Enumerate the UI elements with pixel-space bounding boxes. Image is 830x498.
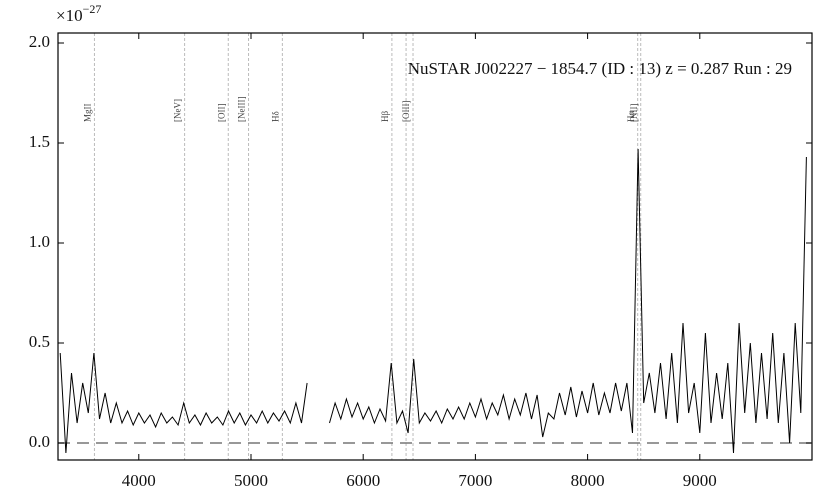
x-tick-label: 9000: [683, 471, 717, 490]
y-tick-label: 0.5: [29, 332, 50, 351]
emission-label: [NII]: [629, 104, 639, 123]
y-tick-label: 1.0: [29, 232, 50, 251]
emission-label: Hα: [626, 111, 636, 122]
emission-label: Hβ: [380, 111, 390, 122]
emission-label: [NeV]: [173, 99, 183, 122]
emission-label: MgII: [82, 104, 92, 123]
x-tick-label: 6000: [346, 471, 380, 490]
y-tick-label: 0.0: [29, 432, 50, 451]
y-tick-label: 1.5: [29, 132, 50, 151]
plot-frame: [57, 32, 813, 461]
emission-label: Hδ: [270, 111, 280, 122]
x-tick-label: 7000: [458, 471, 492, 490]
x-tick-label: 5000: [234, 471, 268, 490]
spectrum-line: [59, 148, 807, 454]
offset-base: ×10: [56, 6, 83, 25]
x-tick-label: 4000: [122, 471, 156, 490]
plot-area: [59, 148, 807, 454]
emission-label: [NeIII]: [237, 97, 247, 122]
offset-exponent: −27: [83, 2, 102, 16]
emission-label: [OIII]: [401, 101, 411, 123]
offset-label: ×10−27: [56, 2, 101, 25]
x-tick-label: 8000: [571, 471, 605, 490]
emission-label: [OII]: [216, 104, 226, 123]
y-tick-label: 2.0: [29, 32, 50, 51]
chart-title: NuSTAR J002227 − 1854.7 (ID : 13) z = 0.…: [408, 59, 792, 78]
